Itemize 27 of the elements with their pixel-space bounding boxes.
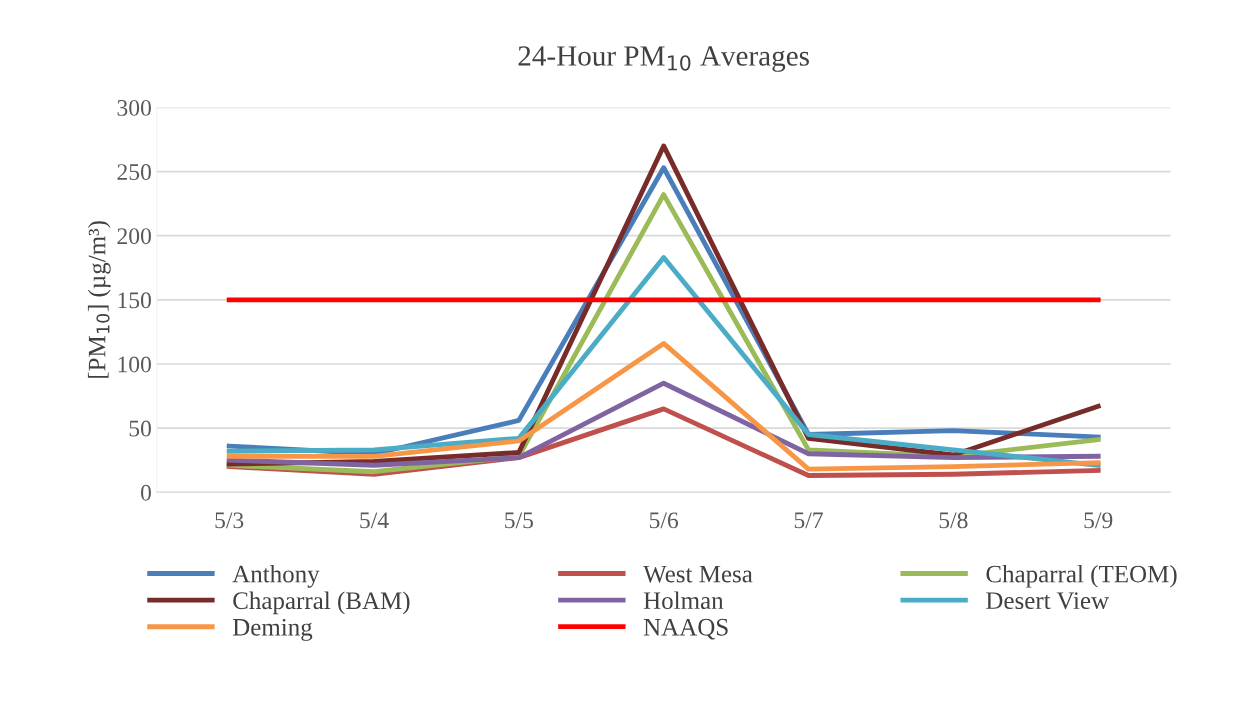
x-tick-label: 5/5 [505,512,533,529]
legend-label: Chaparral (BAM) [233,591,410,615]
line-series [226,255,1101,468]
y-tick-label: 0 [140,484,151,501]
legend-label: Anthony [232,564,320,588]
line-series [226,341,1101,472]
x-tick-label: 5/8 [939,512,968,529]
legend-label: Chaparral (TEOM) [986,564,1177,588]
line-series [226,380,1101,468]
y-tick-label: 250 [117,164,151,180]
y-tick-label: 50 [129,420,151,437]
chart-title: 24-Hour PM$_{10}$ Averages [518,46,809,72]
legend-label: Desert View [986,592,1109,610]
legend-label: West Mesa [643,565,753,583]
x-tick-label: 5/3 [215,512,244,529]
y-tick-label: 200 [117,228,151,245]
legend-label: NAAQS [643,618,728,640]
y-tick-label: 100 [118,356,151,373]
x-tick-label: 5/6 [649,512,679,529]
y-tick-label: 300 [117,99,151,116]
x-tick-label: 5/7 [794,512,823,529]
x-tick-label: 5/4 [360,512,389,529]
y-tick-label: 150 [118,292,151,309]
legend-label: Deming [232,618,313,641]
legend-label: Holman [643,591,724,610]
x-tick-label: 5/9 [1084,512,1113,529]
y-axis-title: [PM$_{10}$] (µg/m³) [87,221,111,378]
